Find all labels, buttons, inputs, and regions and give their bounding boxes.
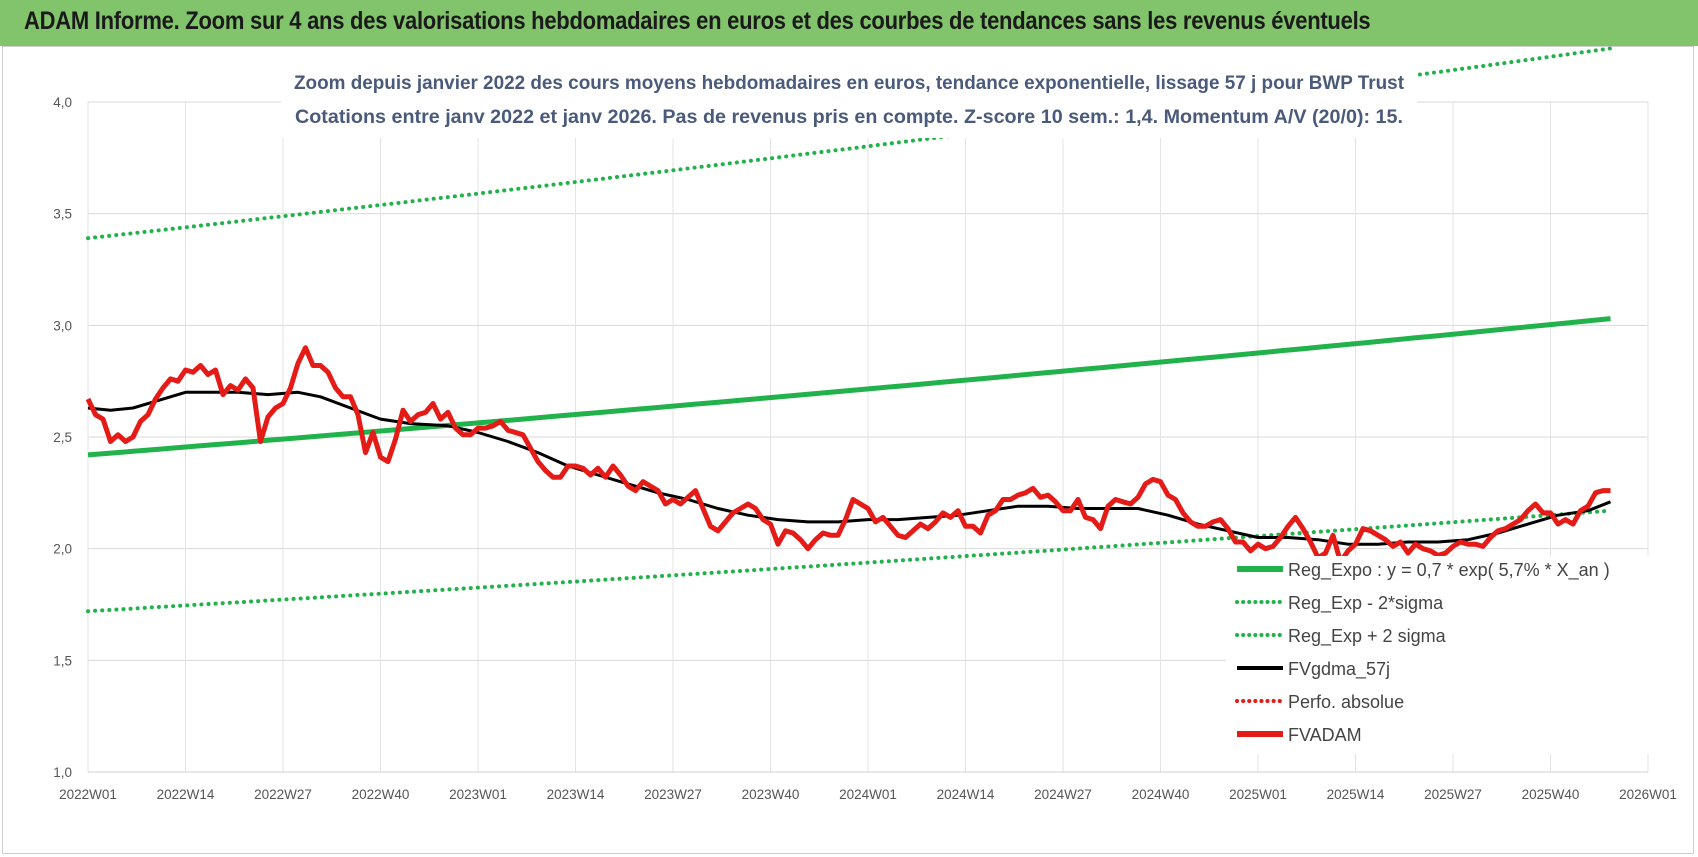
legend-background <box>1226 556 1666 754</box>
x-tick-label: 2025W40 <box>1522 787 1580 802</box>
subtitle-background <box>281 66 1417 138</box>
x-tick-label: 2023W01 <box>449 787 507 802</box>
x-tick-label: 2025W14 <box>1327 787 1385 802</box>
legend-label: Perfo. absolue <box>1288 692 1404 712</box>
page-title: ADAM Informe. Zoom sur 4 ans des valoris… <box>24 7 1371 35</box>
series-line-3 <box>87 390 1612 546</box>
legend-label: FVADAM <box>1288 725 1362 745</box>
y-tick-label: 2,0 <box>53 542 72 557</box>
legend-label: Reg_Exp + 2 sigma <box>1288 626 1447 647</box>
y-tick-label: 1,5 <box>53 653 72 668</box>
legend-label: Reg_Exp - 2*sigma <box>1288 593 1444 614</box>
x-tick-label: 2024W14 <box>937 787 995 802</box>
x-tick-label: 2022W40 <box>352 787 410 802</box>
x-tick-label: 2022W14 <box>157 787 215 802</box>
x-axis: 2022W01 2022W14 2022W27 2022W40 2023W01 2023W… <box>59 787 1677 802</box>
x-tick-label: 2025W27 <box>1424 787 1482 802</box>
x-tick-label: 2025W01 <box>1229 787 1287 802</box>
x-tick-label: 2022W27 <box>254 787 312 802</box>
x-tick-label: 2023W27 <box>644 787 702 802</box>
legend-label: FVgdma_57j <box>1288 659 1390 680</box>
title-banner: ADAM Informe. Zoom sur 4 ans des valoris… <box>0 0 1698 46</box>
x-tick-label: 2023W40 <box>742 787 800 802</box>
x-tick-label: 2022W01 <box>59 787 117 802</box>
y-tick-label: 4,0 <box>53 95 72 110</box>
chart-frame <box>2 46 1694 854</box>
series-line-5 <box>85 345 1611 565</box>
y-axis: 1,0 1,5 2,0 2,5 3,0 3,5 4,0 <box>53 95 72 780</box>
chart-legend: Reg_Expo : y = 0,7 * exp( 5,7% * X_an ) R… <box>1226 556 1666 754</box>
chart-subtitle-line2: Cotations entre janv 2022 et janv 2026. … <box>295 107 1403 128</box>
x-tick-label: 2026W01 <box>1619 787 1677 802</box>
x-tick-label: 2024W27 <box>1034 787 1092 802</box>
y-tick-label: 3,5 <box>53 207 72 222</box>
x-tick-label: 2024W01 <box>839 787 897 802</box>
y-tick-label: 3,0 <box>53 318 72 333</box>
series-line-0 <box>87 316 1611 458</box>
x-tick-label: 2023W14 <box>547 787 605 802</box>
chart-subtitle-line1: Zoom depuis janvier 2022 des cours moyen… <box>294 73 1405 94</box>
legend-label: Reg_Expo : y = 0,7 * exp( 5,7% * X_an ) <box>1288 560 1610 581</box>
y-tick-label: 2,5 <box>53 430 72 445</box>
x-tick-label: 2024W40 <box>1132 787 1190 802</box>
y-tick-label: 1,0 <box>53 765 72 780</box>
